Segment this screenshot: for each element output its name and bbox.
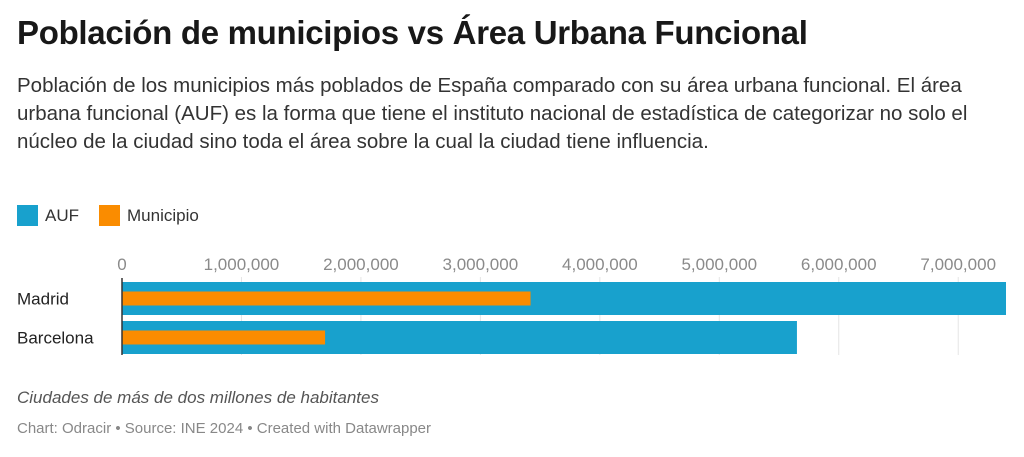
- x-tick-label: 4,000,000: [562, 255, 638, 274]
- legend-item-municipio: Municipio: [99, 205, 199, 226]
- bar-municipio: [122, 291, 531, 306]
- x-tick-label: 7,000,000: [920, 255, 996, 274]
- chart-note: Ciudades de más de dos millones de habit…: [17, 388, 379, 407]
- x-tick-label: 6,000,000: [801, 255, 877, 274]
- chart-title: Población de municipios vs Área Urbana F…: [17, 14, 808, 51]
- legend: AUF Municipio: [17, 205, 219, 226]
- chart-credit: Chart: Odracir • Source: INE 2024 • Crea…: [17, 420, 432, 437]
- category-label: Madrid: [17, 290, 69, 309]
- bar-chart: 0 1,000,000 2,000,000 3,000,000 4,000,000 5,0…: [17, 255, 1006, 355]
- x-tick-label: 2,000,000: [323, 255, 399, 274]
- legend-swatch-auf: [17, 205, 38, 226]
- legend-label-auf: AUF: [45, 205, 79, 225]
- bar-municipio: [122, 330, 326, 345]
- legend-swatch-municipio: [99, 205, 120, 226]
- legend-item-auf: AUF: [17, 205, 79, 226]
- x-tick-label: 1,000,000: [204, 255, 280, 274]
- category-label: Barcelona: [17, 329, 94, 348]
- chart-subtitle: Población de los municipios más poblados…: [17, 74, 968, 153]
- legend-label-municipio: Municipio: [127, 205, 199, 225]
- x-tick-label: 0: [117, 255, 126, 274]
- x-tick-label: 3,000,000: [443, 255, 519, 274]
- x-tick-label: 5,000,000: [681, 255, 757, 274]
